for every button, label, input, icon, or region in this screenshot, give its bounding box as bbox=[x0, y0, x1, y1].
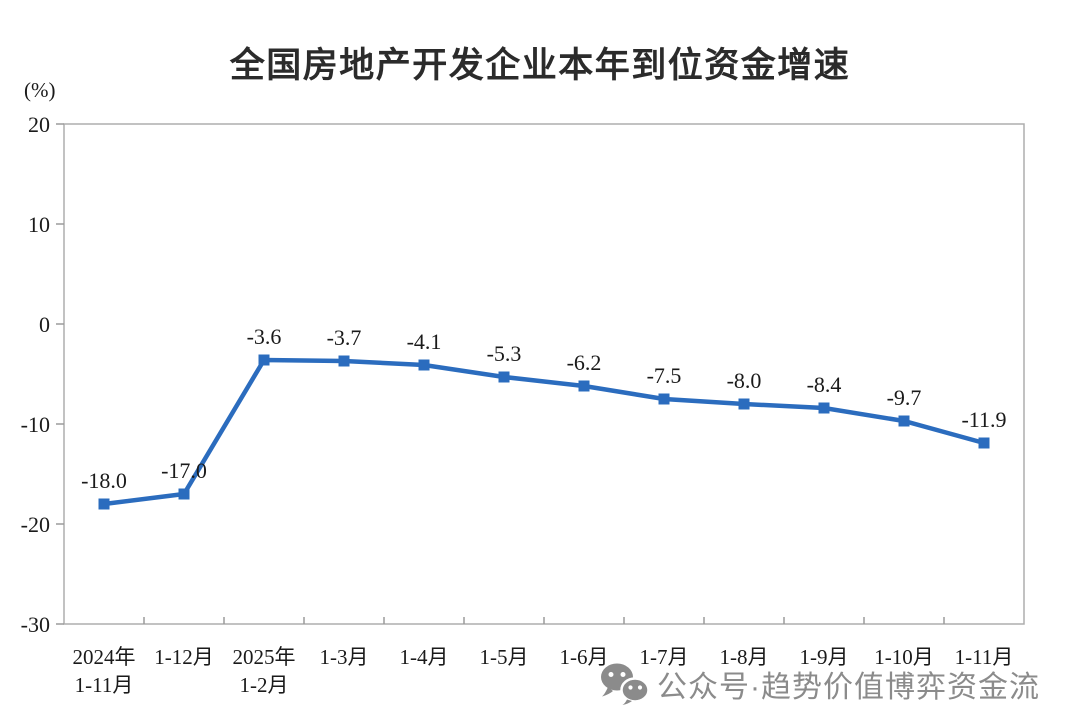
data-point-label: -17.0 bbox=[161, 458, 207, 483]
data-point-marker bbox=[658, 393, 670, 405]
y-tick-label: 10 bbox=[28, 212, 50, 237]
x-axis-label: 1-2月 bbox=[240, 673, 289, 697]
data-point-label: -8.4 bbox=[807, 372, 842, 397]
data-line bbox=[103, 357, 985, 507]
x-axis-label: 2025年 bbox=[233, 645, 296, 669]
data-point-marker bbox=[898, 415, 910, 427]
data-point-label: -9.7 bbox=[887, 385, 922, 410]
data-point-marker bbox=[258, 354, 270, 366]
x-axis-label: 1-11月 bbox=[955, 645, 1014, 669]
data-point-marker bbox=[818, 402, 830, 414]
data-point-marker bbox=[978, 437, 990, 449]
data-point-label: -4.1 bbox=[407, 329, 442, 354]
x-axis-label: 2024年 bbox=[73, 645, 136, 669]
x-axis-label: 1-6月 bbox=[560, 645, 609, 669]
y-tick-label: 0 bbox=[39, 312, 50, 337]
data-point-marker bbox=[578, 380, 590, 392]
plot-border bbox=[63, 123, 1025, 625]
x-axis-label: 1-11月 bbox=[75, 673, 134, 697]
x-axis-label: 1-5月 bbox=[480, 645, 529, 669]
data-point-marker bbox=[738, 398, 750, 410]
data-point-marker bbox=[98, 498, 110, 510]
wechat-icon bbox=[601, 663, 650, 705]
data-point-label: -11.9 bbox=[961, 407, 1006, 432]
data-point-label: -3.7 bbox=[327, 325, 362, 350]
x-axis-label: 1-4月 bbox=[400, 645, 449, 669]
data-point-label: -18.0 bbox=[81, 468, 127, 493]
data-point-marker bbox=[418, 359, 430, 371]
watermark-text: 公众号·趋势价值博弈资金流 bbox=[657, 671, 1040, 704]
data-point-marker bbox=[338, 355, 350, 367]
x-axis-label: 1-8月 bbox=[720, 645, 769, 669]
data-point-label: -7.5 bbox=[647, 363, 682, 388]
x-axis-label: 1-12月 bbox=[154, 645, 214, 669]
x-axis-label: 1-7月 bbox=[640, 645, 689, 669]
x-axis-label: 1-3月 bbox=[320, 645, 369, 669]
data-point-marker bbox=[498, 371, 510, 383]
y-tick-label: -20 bbox=[21, 512, 50, 537]
data-point-label: -5.3 bbox=[487, 341, 522, 366]
y-tick-label: -10 bbox=[21, 412, 50, 437]
data-point-label: -3.6 bbox=[247, 324, 282, 349]
y-axis-unit-label: (%) bbox=[24, 78, 56, 102]
data-point-marker bbox=[178, 488, 190, 500]
data-point-label: -8.0 bbox=[727, 368, 762, 393]
y-tick-label: -30 bbox=[21, 612, 50, 637]
y-tick-label: 20 bbox=[28, 112, 50, 137]
x-axis-label: 1-10月 bbox=[874, 645, 934, 669]
x-axis-label: 1-9月 bbox=[800, 645, 849, 669]
chart-title: 全国房地产开发企业本年到位资金增速 bbox=[229, 46, 851, 85]
data-point-label: -6.2 bbox=[567, 350, 602, 375]
watermark: 公众号·趋势价值博弈资金流 bbox=[600, 662, 1040, 706]
